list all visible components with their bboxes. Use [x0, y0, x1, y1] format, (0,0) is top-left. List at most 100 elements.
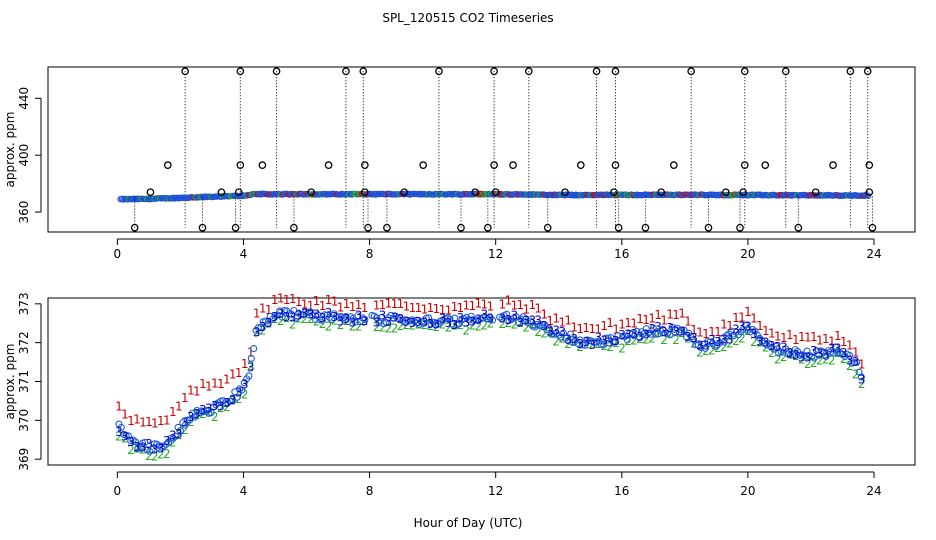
series-circle-point: [829, 349, 837, 357]
series-3-point: 3: [540, 319, 548, 333]
series-3-point: 3: [361, 314, 369, 328]
series-3-point: 3: [163, 434, 171, 448]
series-circle-point: [278, 313, 286, 321]
series-1-point: 1: [445, 303, 453, 317]
series-circle-point: [221, 399, 229, 407]
series-1-point: 1: [199, 377, 207, 391]
series-circle-point: [850, 358, 858, 366]
x-tick-label: 16: [614, 247, 629, 261]
plot-frame: [47, 66, 916, 233]
series-3-point: 3: [331, 310, 339, 324]
series-2-point: 2: [325, 320, 333, 334]
series-3-point: 3: [774, 340, 782, 354]
y-tick-label: 370: [17, 409, 31, 432]
outlier-point: [611, 161, 620, 169]
series-1-point: 1: [469, 299, 477, 313]
outlier-point: [736, 223, 744, 232]
series-3-point: 3: [151, 442, 159, 456]
series-3-point: 3: [576, 337, 584, 351]
series-1-point: 1: [463, 298, 471, 312]
series-2-point: 2: [546, 326, 554, 340]
series-3-point: 3: [421, 316, 429, 330]
series-3-point: 3: [175, 427, 183, 441]
series-1-point: 1: [606, 316, 614, 330]
series-circle-point: [183, 416, 192, 424]
series-circle-point: [838, 350, 847, 358]
series-3-point: 3: [241, 378, 249, 392]
series-1-point: 1: [121, 407, 129, 421]
series-1-point: 1: [265, 303, 273, 317]
series-2-point: 2: [349, 320, 357, 334]
series-circle-point: [602, 334, 610, 342]
series-2-point: 2: [756, 335, 764, 349]
series-3-point: 3: [313, 308, 321, 322]
series-3-point: 3: [684, 330, 692, 344]
series-1-point: 1: [439, 303, 447, 317]
series-1-point: 1: [433, 302, 441, 316]
series-2-point: 2: [235, 392, 243, 406]
spike-marker: [342, 67, 350, 76]
series-2-point: 2: [385, 322, 393, 336]
series-2-point: 2: [516, 316, 524, 330]
series-1-point: 1: [690, 323, 698, 337]
series-3-point: 3: [612, 334, 620, 348]
series-circle-point: [250, 344, 258, 353]
series-1-point: 1: [295, 295, 303, 309]
series-1-point: 1: [157, 414, 165, 428]
baseline-marker: [610, 188, 618, 197]
series-3-point: 3: [265, 316, 273, 330]
series-1-point: 1: [349, 300, 357, 314]
series-2-point: 2: [115, 430, 123, 444]
series-2-point: 2: [181, 423, 189, 437]
series-2-point: 2: [810, 356, 818, 370]
series-1-point: 1: [774, 329, 782, 343]
series-2-point: 2: [157, 447, 165, 461]
series-2-point: 2: [361, 314, 369, 328]
series-2-point: 2: [636, 332, 644, 346]
series-2-point: 2: [463, 323, 471, 337]
outlier-point: [457, 223, 465, 232]
series-1-point: 1: [337, 300, 345, 314]
series-3-point: 3: [379, 309, 387, 323]
series-3-point: 3: [343, 312, 351, 326]
x-tick-label: 12: [488, 484, 503, 498]
outlier-point: [130, 223, 139, 232]
outlier-point: [490, 161, 498, 169]
series-1-point: 1: [217, 377, 225, 391]
series-2-point: 2: [343, 314, 351, 328]
series-2-point: 2: [283, 311, 291, 325]
series-3-point: 3: [600, 333, 608, 347]
series-circle-point: [425, 314, 433, 322]
series-1-point: 1: [660, 314, 668, 328]
series-circle-point: [772, 342, 780, 351]
series-circle-point: [538, 321, 546, 329]
series-3-point: 3: [181, 415, 189, 429]
baseline-marker: [811, 188, 820, 197]
series-3-point: 3: [522, 314, 530, 328]
outlier-point: [360, 161, 369, 169]
series-circle-point: [141, 438, 149, 446]
outlier-point: [483, 223, 492, 232]
series-2-point: 2: [217, 401, 225, 415]
series-3-point: 3: [708, 333, 716, 347]
series-3-point: 3: [834, 341, 842, 355]
series-circle-point: [264, 320, 272, 328]
series-3-point: 3: [301, 307, 309, 321]
series-1-point: 1: [846, 339, 854, 353]
x-tick-label: 8: [366, 484, 374, 498]
series-circle-point: [611, 338, 620, 346]
series-3-point: 3: [654, 320, 662, 334]
series-3-point: 3: [433, 317, 441, 331]
series-2-point: 2: [289, 318, 297, 332]
series-2-point: 2: [337, 318, 345, 332]
series-1-point: 1: [241, 357, 249, 371]
series-2-point: 2: [295, 311, 303, 325]
series-2-point: 2: [696, 346, 704, 360]
series-3-point: 3: [606, 336, 614, 350]
series-3-point: 3: [546, 324, 554, 338]
series-1-point: 1: [193, 385, 201, 399]
series-2-point: 2: [828, 354, 836, 368]
series-circle-point: [609, 338, 617, 346]
series-3-point: 3: [702, 338, 710, 352]
